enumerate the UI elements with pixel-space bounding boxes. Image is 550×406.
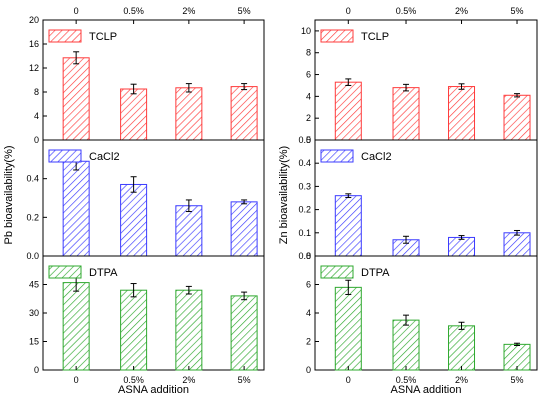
x-tick-label: 0 [74, 375, 79, 385]
y-tick-label: 8 [306, 48, 311, 58]
x-tick-label: 5% [511, 375, 524, 385]
y-tick-label: 0.4 [298, 158, 311, 168]
bar-2% [175, 87, 203, 141]
y-tick-label: 2 [306, 113, 311, 123]
panel-1-cacl2: 0.0 0.1 0.2 0.3 0.4 0.5 CaCl2 [298, 135, 538, 261]
y-tick-label: 12 [29, 63, 39, 73]
legend-label: TCLP [89, 31, 117, 43]
x-tick-label: 0 [346, 375, 351, 385]
bar-2% [175, 205, 203, 257]
y-tick-label: 8 [306, 251, 311, 261]
bar-2% [448, 86, 476, 141]
y-tick-label: 0.5 [298, 135, 311, 145]
y-tick-label: 0 [34, 135, 39, 145]
bar-5% [503, 232, 531, 257]
x-tick-label: 2% [182, 375, 195, 385]
bar-0.5% [392, 87, 420, 141]
x-tick-label: 5% [238, 375, 251, 385]
y-tick-label: 6 [306, 70, 311, 80]
legend-swatch [320, 265, 354, 279]
y-tick-label: 0.0 [26, 251, 39, 261]
bar-2% [175, 289, 203, 371]
bar-0.5% [120, 88, 148, 141]
legend-label: DTPA [361, 267, 390, 279]
bar-5% [230, 86, 258, 141]
legend-label: CaCl2 [361, 151, 392, 163]
bar-0.5% [120, 289, 148, 371]
y-axis-title: Pb bioavailability(%) [3, 145, 15, 244]
y-tick-label: 16 [29, 39, 39, 49]
bar-0 [334, 81, 362, 141]
x-tick-label: 0.5% [396, 375, 417, 385]
bar-5% [230, 295, 258, 371]
y-tick-label: 2 [306, 337, 311, 347]
x-tick-label: 2% [455, 375, 468, 385]
y-tick-label: 10 [301, 26, 311, 36]
y-tick-label: 45 [29, 280, 39, 290]
top-x-tick-label: 5% [511, 6, 524, 16]
top-x-tick-label: 5% [238, 6, 251, 16]
y-tick-label: 4 [306, 308, 311, 318]
column-1: 0 2 4 6 8 10 TCLP 0.0 0.1 0.2 0.3 0.4 0.5 CaCl2 0 2 4 6 8 D… [278, 6, 538, 396]
top-x-tick-label: 2% [455, 6, 468, 16]
legend-label: TCLP [361, 31, 389, 43]
panel-1-dtpa: 0 2 4 6 8 DTPA [306, 251, 538, 375]
legend-swatch [320, 149, 354, 163]
bar-5% [503, 94, 531, 141]
y-tick-label: 0.2 [26, 212, 39, 222]
bar-0 [334, 195, 362, 257]
y-tick-label: 30 [29, 308, 39, 318]
x-axis-title: ASNA addition [391, 384, 462, 396]
bar-2% [448, 325, 476, 371]
legend-swatch [320, 29, 354, 43]
y-tick-label: 8 [34, 87, 39, 97]
top-x-tick-label: 2% [182, 6, 195, 16]
y-tick-label: 0.2 [298, 205, 311, 215]
y-tick-label: 0.4 [26, 174, 39, 184]
y-tick-label: 4 [306, 91, 311, 101]
y-tick-label: 15 [29, 337, 39, 347]
top-x-tick-label: 0 [74, 6, 79, 16]
top-x-tick-label: 0.5% [123, 6, 144, 16]
panel-0-dtpa: 0 15 30 45 DTPA [29, 255, 265, 375]
legend-swatch [48, 29, 82, 43]
legend-label: DTPA [89, 267, 118, 279]
y-tick-label: 0.3 [298, 181, 311, 191]
x-tick-label: 0.5% [123, 375, 144, 385]
y-axis-title: Zn bioavailability(%) [278, 146, 290, 244]
x-axis-title: ASNA addition [118, 384, 189, 396]
top-x-tick-label: 0.5% [396, 6, 417, 16]
y-tick-label: 20 [29, 15, 39, 25]
bar-0 [334, 286, 362, 371]
bar-5% [230, 201, 258, 257]
bar-0 [62, 57, 90, 141]
panel-1-tclp: 0 2 4 6 8 10 TCLP [301, 19, 538, 145]
legend-swatch [48, 265, 82, 279]
panel-0-tclp: 0 4 8 12 16 20 TCLP [29, 15, 265, 145]
bar-2% [448, 236, 476, 257]
y-tick-label: 0 [306, 365, 311, 375]
y-tick-label: 6 [306, 280, 311, 290]
bar-0.5% [392, 319, 420, 371]
y-tick-label: 0 [34, 365, 39, 375]
legend-swatch [48, 149, 82, 163]
y-tick-label: 0 [306, 135, 311, 145]
legend-label: CaCl2 [89, 151, 120, 163]
y-tick-label: 0.0 [298, 251, 311, 261]
bar-0 [62, 160, 90, 257]
y-tick-label: 4 [34, 111, 39, 121]
bar-0 [62, 282, 90, 371]
panel-0-cacl2: 0.0 0.2 0.4 CaCl2 [26, 139, 265, 261]
bar-0.5% [120, 183, 148, 257]
y-tick-label: 0.1 [298, 228, 311, 238]
top-x-tick-label: 0 [346, 6, 351, 16]
